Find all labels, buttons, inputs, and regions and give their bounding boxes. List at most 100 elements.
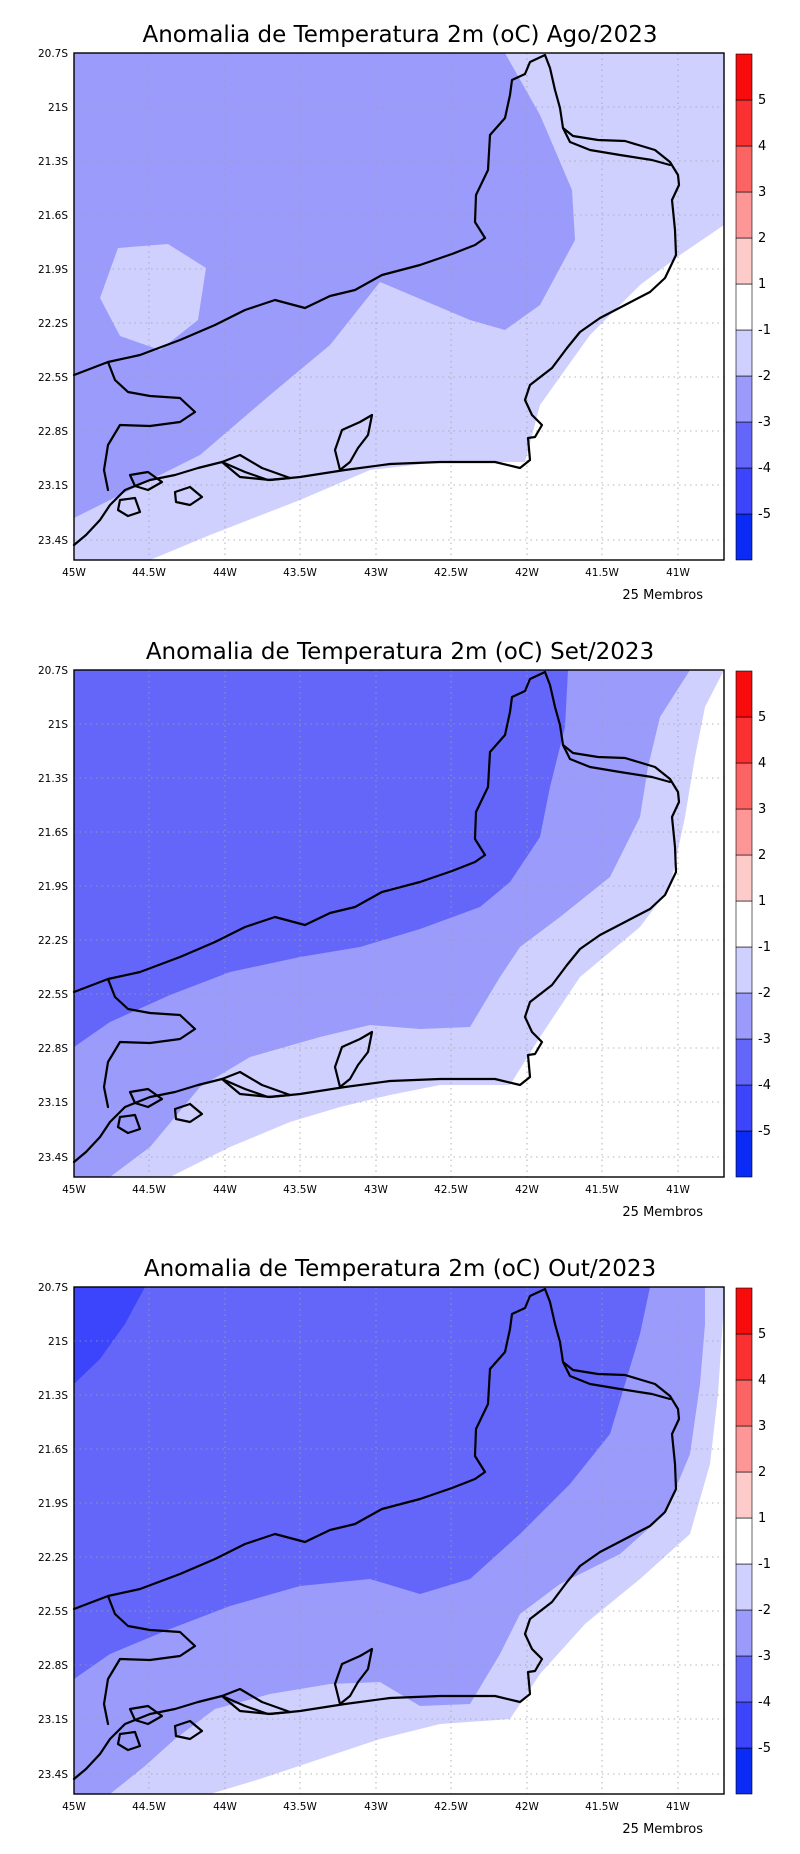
colorbar-swatch: [735, 1379, 753, 1427]
svg-text:22.2S: 22.2S: [38, 935, 68, 947]
guanabara-bay: [333, 1030, 374, 1089]
lat-tick-labels: 20.7S 21S 21.3S 21.6S 21.9S 22.2S 22.5S …: [38, 48, 68, 547]
svg-text:44.5W: 44.5W: [132, 1801, 166, 1813]
colorbar-label: 2: [758, 231, 766, 246]
svg-text:42.5W: 42.5W: [434, 1801, 468, 1813]
map-frame: [73, 669, 725, 1178]
map-frame: [73, 52, 725, 561]
colorbar-swatch: [735, 762, 753, 810]
ilha-grande: [128, 470, 164, 492]
colorbar-label: 4: [758, 756, 766, 771]
lat-tick-labels: 20.7S 21S 21.3S 21.6S 21.9S 22.2S 22.5S …: [38, 665, 68, 1164]
colorbar-label: -1: [758, 323, 771, 338]
guanabara-bay: [333, 413, 374, 472]
color-scale-bar: -5 -4 -3 -2 -1 1 2 3 4 5: [735, 670, 771, 1178]
colorbar-swatch: [735, 467, 753, 515]
colorbar-label: 1: [758, 1511, 766, 1526]
colorbar-label: -4: [758, 1695, 771, 1710]
colorbar-swatch: [735, 1517, 753, 1565]
colorbar-label: 2: [758, 1465, 766, 1480]
svg-text:21.9S: 21.9S: [38, 881, 68, 893]
svg-text:44.5W: 44.5W: [132, 1184, 166, 1196]
zone-minus2-minus1-west: [100, 244, 206, 350]
svg-text:41.5W: 41.5W: [585, 1801, 619, 1813]
anomaly-field: [74, 53, 724, 560]
colorbar-swatch: [735, 513, 753, 561]
color-scale-bar: -5 -4 -3 -2 -1 1 2 3 4 5: [735, 1287, 771, 1795]
svg-text:42W: 42W: [515, 1801, 539, 1813]
svg-text:22.8S: 22.8S: [38, 1660, 68, 1672]
svg-text:22.5S: 22.5S: [38, 1606, 68, 1618]
coastline: [72, 53, 681, 547]
colorbar-label: -4: [758, 1078, 771, 1093]
svg-text:21.9S: 21.9S: [38, 264, 68, 276]
svg-text:22.5S: 22.5S: [38, 372, 68, 384]
state-border-rj-mg: [102, 977, 197, 1109]
svg-text:41W: 41W: [666, 1801, 690, 1813]
colorbar-swatch: [735, 375, 753, 423]
svg-text:41.5W: 41.5W: [585, 567, 619, 579]
svg-text:21.3S: 21.3S: [38, 1390, 68, 1402]
svg-text:20.7S: 20.7S: [38, 665, 68, 677]
colorbar-label: -1: [758, 940, 771, 955]
state-border-rj-es: [561, 1360, 672, 1401]
map-panel-sep: Anomalia de Temperatura 2m (oC) Set/2023…: [0, 617, 800, 1235]
svg-text:43.5W: 43.5W: [283, 1184, 317, 1196]
svg-text:42W: 42W: [515, 567, 539, 579]
svg-text:22.5S: 22.5S: [38, 989, 68, 1001]
graticule: [74, 1287, 724, 1794]
svg-text:22.8S: 22.8S: [38, 426, 68, 438]
colorbar-label: -2: [758, 369, 771, 384]
colorbar-swatch: [735, 1287, 753, 1335]
sepetiba-bay: [220, 1687, 292, 1716]
colorbar-swatch: [735, 1084, 753, 1132]
colorbar-swatch: [735, 854, 753, 902]
colorbar-label: 5: [758, 710, 766, 725]
colorbar-swatch: [735, 992, 753, 1040]
guanabara-bay: [333, 1647, 374, 1706]
svg-text:21.6S: 21.6S: [38, 210, 68, 222]
colorbar-swatch: [735, 1425, 753, 1473]
colorbar-swatch: [735, 53, 753, 101]
svg-text:42W: 42W: [515, 1184, 539, 1196]
svg-text:23.4S: 23.4S: [38, 1152, 68, 1164]
colorbar-swatch: [735, 716, 753, 764]
svg-text:43W: 43W: [364, 567, 388, 579]
svg-text:21.3S: 21.3S: [38, 773, 68, 785]
sepetiba-bay: [220, 453, 292, 482]
colorbar-swatch: [735, 283, 753, 331]
colorbar-swatch: [735, 329, 753, 377]
colorbar-swatch: [735, 1130, 753, 1178]
colorbar-label: 3: [758, 1419, 766, 1434]
svg-text:21.9S: 21.9S: [38, 1498, 68, 1510]
colorbar-label: -2: [758, 1603, 771, 1618]
colorbar-label: 1: [758, 277, 766, 292]
map-figure: Anomalia de Temperatura 2m (oC) Ago/2023…: [38, 22, 771, 603]
map-panel-aug: Anomalia de Temperatura 2m (oC) Ago/2023…: [0, 0, 800, 618]
ilha-grande: [173, 1719, 204, 1741]
svg-text:21S: 21S: [48, 1336, 68, 1348]
colorbar-swatch: [735, 421, 753, 469]
lat-tick-labels: 20.7S 21S 21.3S 21.6S 21.9S 22.2S 22.5S …: [38, 1282, 68, 1781]
lon-tick-labels: 45W 44.5W 44W 43.5W 43W 42.5W 42W 41.5W …: [62, 1184, 690, 1196]
colorbar-label: -5: [758, 1124, 771, 1139]
lon-tick-labels: 45W 44.5W 44W 43.5W 43W 42.5W 42W 41.5W …: [62, 1801, 690, 1813]
colorbar-label: -1: [758, 1557, 771, 1572]
svg-text:23.1S: 23.1S: [38, 1097, 68, 1109]
colorbar-swatch: [735, 946, 753, 994]
svg-text:20.7S: 20.7S: [38, 1282, 68, 1294]
state-border-rj-mg: [102, 360, 197, 492]
svg-text:22.2S: 22.2S: [38, 318, 68, 330]
svg-text:43W: 43W: [364, 1801, 388, 1813]
map-frame: [73, 1286, 725, 1795]
svg-text:42.5W: 42.5W: [434, 1184, 468, 1196]
colorbar-swatch: [735, 237, 753, 285]
svg-text:41.5W: 41.5W: [585, 1184, 619, 1196]
svg-text:43W: 43W: [364, 1184, 388, 1196]
colorbar-label: -5: [758, 1741, 771, 1756]
ilha-grande: [128, 1087, 164, 1109]
sepetiba-bay: [220, 1070, 292, 1099]
anomaly-field: [74, 670, 724, 1177]
colorbar-swatch: [735, 191, 753, 239]
svg-text:45W: 45W: [62, 1184, 86, 1196]
